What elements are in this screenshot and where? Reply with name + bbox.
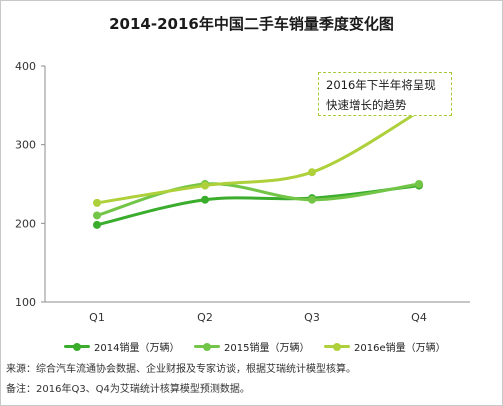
callout-line-2: 快速增长的趋势 <box>326 98 407 112</box>
data-point-2016e <box>93 198 101 207</box>
legend-item-2016e: 2016e销量（万辆） <box>324 339 446 354</box>
chart-title: 2014-2016年中国二手车销量季度变化图 <box>109 15 394 33</box>
remark-note: 备注：2016年Q3、Q4为艾瑞统计核算模型预测数据。 <box>6 384 250 395</box>
x-tick-label: Q4 <box>411 311 427 324</box>
callout-line-1: 2016年下半年将呈现 <box>326 78 436 92</box>
chart-legend: 2014销量（万辆） 2015销量（万辆） 2016e销量（万辆） <box>0 339 503 355</box>
legend-label-2014: 2014销量（万辆） <box>94 343 180 354</box>
legend-label-2016e: 2016e销量（万辆） <box>354 343 446 354</box>
series-line-2016e <box>95 110 421 205</box>
y-tick-label: 300 <box>15 139 36 152</box>
y-tick-label: 400 <box>15 60 36 73</box>
x-tick-label: Q3 <box>304 311 320 324</box>
data-point-2016e <box>201 181 209 190</box>
x-tick-label: Q2 <box>197 311 213 324</box>
data-point-2016e <box>308 168 316 177</box>
legend-swatch-2015 <box>194 342 220 351</box>
data-point-2014 <box>93 220 101 229</box>
x-tick-label: Q1 <box>89 311 105 324</box>
y-tick-label: 100 <box>15 296 36 309</box>
legend-label-2015: 2015销量（万辆） <box>224 343 310 354</box>
source-note: 来源：综合汽车流通协会数据、企业财报及专家访谈，根据艾瑞统计模型核算。 <box>6 364 356 375</box>
legend-swatch-2014 <box>64 342 90 351</box>
trend-callout: 2016年下半年将呈现 快速增长的趋势 <box>318 72 452 116</box>
series-line-2015 <box>95 182 421 217</box>
data-point-2015 <box>93 211 101 220</box>
data-point-2015 <box>415 180 423 188</box>
legend-item-2014: 2014销量（万辆） <box>64 339 179 354</box>
data-point-2015 <box>308 195 316 204</box>
y-tick-label: 200 <box>15 217 36 230</box>
data-point-2014 <box>201 195 209 204</box>
legend-item-2015: 2015销量（万辆） <box>194 339 309 354</box>
legend-swatch-2016e <box>324 342 350 351</box>
